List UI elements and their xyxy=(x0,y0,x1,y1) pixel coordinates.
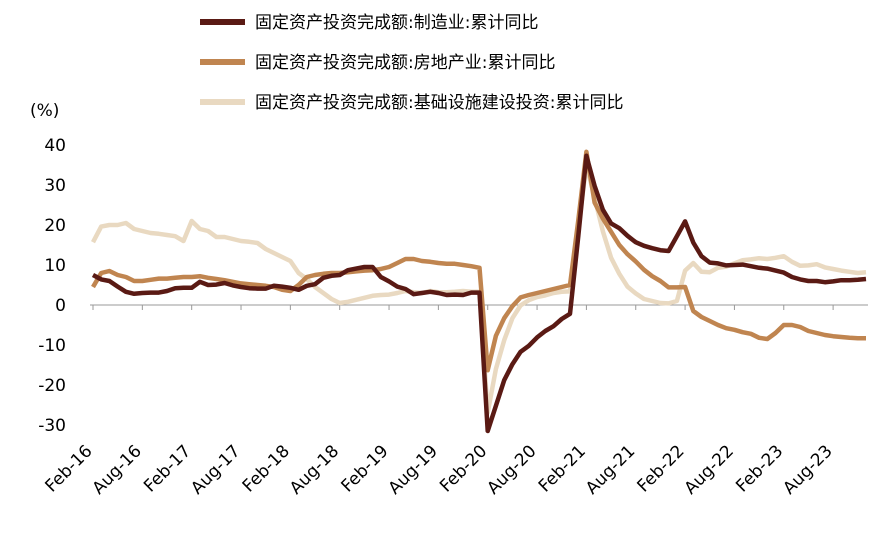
x-tick-label: Aug-17 xyxy=(187,441,244,498)
y-tick-label: 20 xyxy=(44,216,66,236)
y-tick-label: -10 xyxy=(38,336,66,356)
y-tick-label: 10 xyxy=(44,256,66,276)
legend-label: 固定资产投资完成额:基础设施建设投资:累计同比 xyxy=(255,93,623,113)
x-tick-label: Feb-23 xyxy=(732,441,787,496)
y-tick-label: 30 xyxy=(44,176,66,196)
x-tick-label: Aug-18 xyxy=(286,441,343,498)
x-tick-label: Feb-17 xyxy=(140,441,195,496)
x-tick-label: Feb-16 xyxy=(41,441,96,496)
x-tick-label: Feb-21 xyxy=(535,441,590,496)
x-tick-label: Aug-21 xyxy=(582,441,639,498)
y-tick-label: 40 xyxy=(44,136,66,156)
x-tick-label: Feb-19 xyxy=(338,441,393,496)
legend-label: 固定资产投资完成额:房地产业:累计同比 xyxy=(255,53,555,73)
x-tick-label: Feb-20 xyxy=(436,441,491,496)
y-axis-label: (%) xyxy=(30,101,59,121)
x-tick-label: Feb-18 xyxy=(239,441,294,496)
x-tick-label: Aug-16 xyxy=(89,441,146,498)
x-tick-label: Aug-19 xyxy=(385,441,442,498)
x-tick-label: Aug-22 xyxy=(681,441,738,498)
series-line xyxy=(91,149,866,373)
x-tick-label: Feb-22 xyxy=(634,441,689,496)
y-tick-label: -30 xyxy=(38,416,66,436)
y-tick-label: 0 xyxy=(55,296,66,316)
series-line xyxy=(91,153,867,434)
x-tick-label: Aug-23 xyxy=(779,441,836,498)
x-tick-label: Aug-20 xyxy=(483,441,540,498)
y-tick-label: -20 xyxy=(38,376,66,396)
legend-label: 固定资产投资完成额:制造业:累计同比 xyxy=(255,13,538,33)
